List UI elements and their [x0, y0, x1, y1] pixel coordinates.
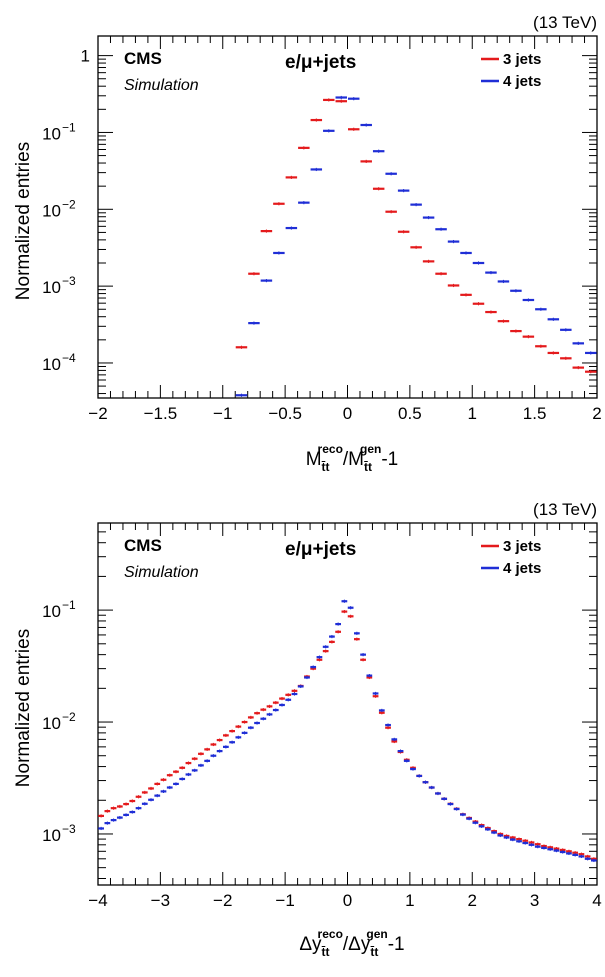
x-tick-label: −1.5: [144, 404, 178, 423]
x-axis-title-part: gen: [360, 442, 381, 456]
y-tick-base: 10: [42, 602, 61, 621]
x-axis-title: Mt̄treco/Mt̄tgen-1: [306, 442, 399, 474]
x-tick-label: −1: [275, 891, 294, 910]
simulation-label: Simulation: [124, 77, 199, 94]
x-tick-label: 0: [343, 404, 352, 423]
x-tick-label: 1: [405, 891, 414, 910]
series-1: [235, 98, 597, 374]
chart-panel-2: −4 −3 −2 −1 0 1 2 3 410−110−210 −3(13 TeV)CMSSimu…: [13, 500, 602, 959]
legend-label: 4 jets: [503, 560, 541, 577]
x-axis-title-part: M: [306, 449, 322, 470]
x-tick-label: 1: [468, 404, 477, 423]
y-tick-base: 10: [42, 714, 61, 733]
legend-label: 3 jets: [503, 51, 541, 68]
x-axis-title-part: t̄t: [364, 460, 372, 474]
y-tick-label: 10: [42, 714, 61, 733]
y-tick-label: 10: [42, 826, 61, 845]
x-tick-label: −3: [151, 891, 170, 910]
y-tick-exponent: −3: [62, 274, 76, 288]
energy-label: (13 TeV): [533, 500, 597, 519]
y-tick-label: 10: [42, 355, 61, 374]
y-tick-label: 1: [81, 47, 90, 66]
y-tick-label: 10: [42, 278, 61, 297]
x-tick-label: 3: [530, 891, 539, 910]
x-axis-title-part: -1: [381, 449, 398, 470]
x-tick-label: −2: [88, 404, 107, 423]
x-axis-title-part: t̄t: [322, 945, 330, 959]
y-tick-base: 10: [42, 826, 61, 845]
channel-label: e/μ+jets: [285, 52, 356, 73]
y-tick-exponent: −4: [62, 351, 76, 365]
x-axis-title-part: /Δy: [343, 934, 371, 955]
x-axis-title-part: -1: [388, 934, 405, 955]
y-tick-base: 10: [42, 278, 61, 297]
y-axis-title: Normalized entries: [13, 142, 34, 300]
x-axis-title-part: /M: [343, 449, 364, 470]
simulation-label: Simulation: [124, 564, 199, 581]
cms-label: CMS: [124, 49, 162, 68]
y-axis-title: Normalized entries: [13, 629, 34, 787]
y-tick-label: 10: [42, 124, 61, 143]
x-tick-label: 0.5: [398, 404, 422, 423]
x-axis-title: Δyt̄treco/Δyt̄tgen-1: [299, 927, 404, 959]
series-1: [98, 609, 597, 861]
channel-label: e/μ+jets: [285, 539, 356, 560]
x-tick-label: 2: [592, 404, 601, 423]
x-axis-title-part: t̄t: [370, 945, 378, 959]
y-tick-exponent: −2: [62, 197, 76, 211]
x-axis-title-part: t̄t: [322, 460, 330, 474]
x-tick-label: 2: [468, 891, 477, 910]
x-tick-label: −4: [88, 891, 107, 910]
x-tick-label: −0.5: [268, 404, 302, 423]
y-tick-base: 10: [42, 355, 61, 374]
x-tick-label: 0: [343, 891, 352, 910]
series-2: [235, 95, 597, 397]
y-tick-label: 10: [42, 602, 61, 621]
series-2: [98, 599, 597, 863]
x-axis-title-part: Δy: [299, 934, 322, 955]
y-tick-exponent: −3: [62, 822, 76, 836]
y-tick-exponent: −1: [62, 120, 76, 134]
x-tick-label: 4: [592, 891, 601, 910]
x-tick-label: −1: [213, 404, 232, 423]
legend-label: 3 jets: [503, 538, 541, 555]
y-tick-exponent: −2: [62, 710, 76, 724]
y-tick-base: 10: [42, 124, 61, 143]
x-axis-title-part: gen: [366, 927, 387, 941]
energy-label: (13 TeV): [533, 13, 597, 32]
y-tick-exponent: −1: [62, 598, 76, 612]
x-tick-label: 1.5: [523, 404, 547, 423]
x-axis-title-part: reco: [318, 442, 343, 456]
x-axis-title-part: reco: [318, 927, 343, 941]
cms-label: CMS: [124, 536, 162, 555]
legend-label: 4 jets: [503, 73, 541, 90]
y-tick-base: 10: [42, 201, 61, 220]
x-tick-label: −2: [213, 891, 232, 910]
y-tick-label: 10: [42, 201, 61, 220]
